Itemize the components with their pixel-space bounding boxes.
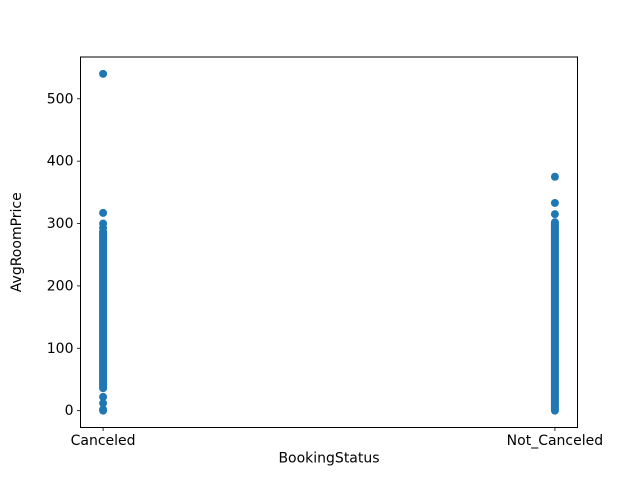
x-axis-label: BookingStatus [278,451,379,467]
x-axis-ticks: Canceled Not_Canceled [71,427,603,449]
y-axis-label: AvgRoomPrice [9,192,25,292]
data-point [99,406,108,415]
data-point [99,392,108,401]
y-tick-label: 0 [65,403,74,419]
data-point [550,198,559,207]
y-tick-label: 200 [47,278,74,294]
data-point [99,208,108,217]
x-tick-label: Canceled [71,433,136,449]
dense-point-band [550,218,559,415]
y-tick-label: 400 [47,154,74,170]
data-points-layer [99,69,559,415]
plot-border [80,56,578,428]
y-axis-ticks: 0 100 200 300 400 500 [47,91,81,419]
y-tick-label: 300 [47,216,74,232]
y-tick-label: 100 [47,341,74,357]
data-point [550,210,559,219]
dense-point-band [99,228,108,393]
data-point [550,172,559,181]
data-point [99,227,108,236]
data-point [99,399,108,408]
x-tick-label: Not_Canceled [507,433,603,449]
data-point [99,69,108,78]
y-tick-label: 500 [47,91,74,107]
